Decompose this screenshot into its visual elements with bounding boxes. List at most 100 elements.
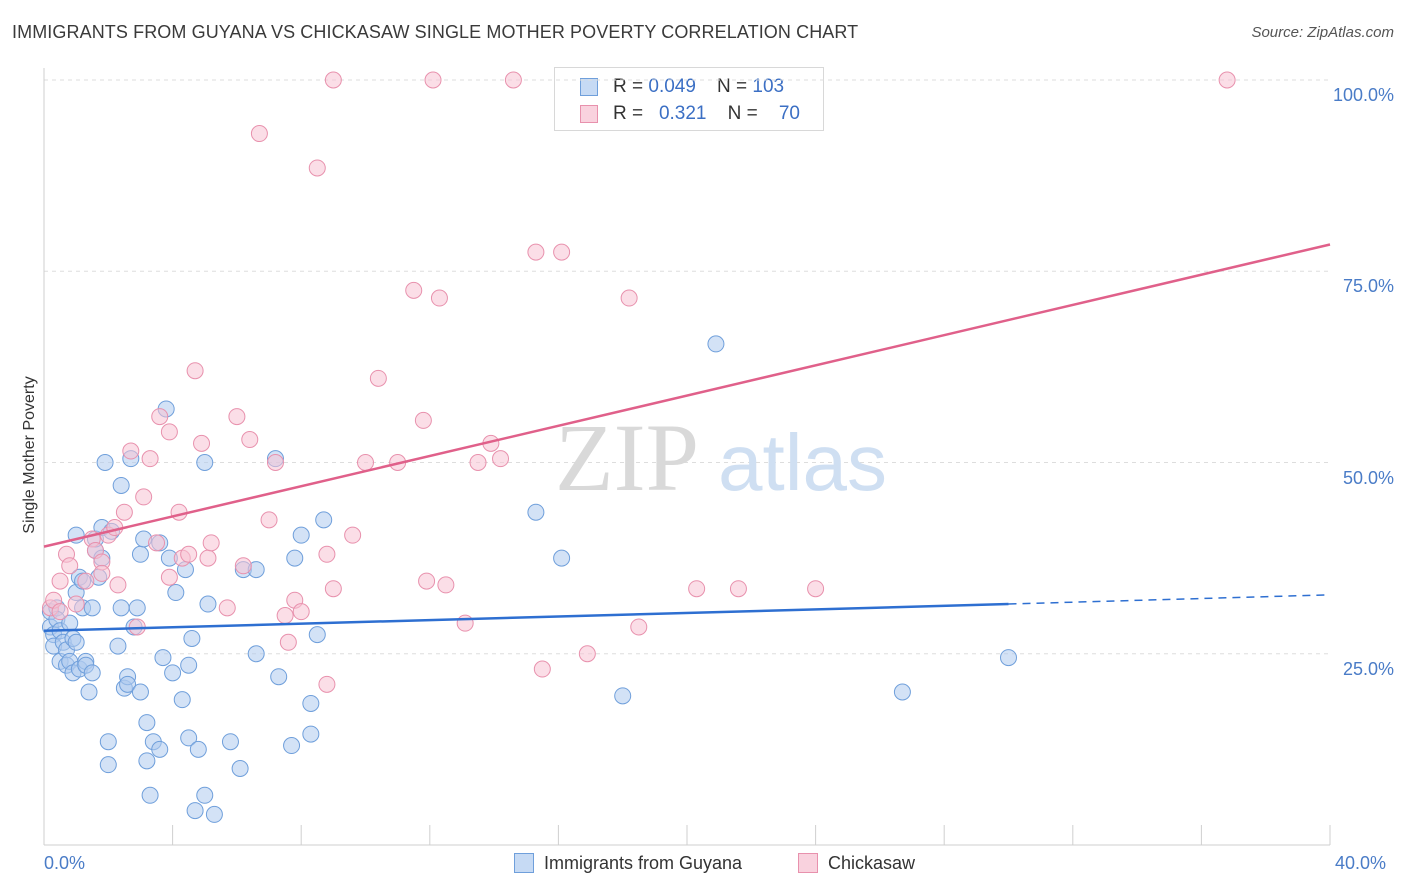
guyana-point: [302, 694, 320, 712]
chickasaw-point: [424, 71, 442, 89]
guyana-point: [112, 599, 130, 617]
legend-swatch-pink: [580, 105, 598, 123]
legend-r-label: R =: [613, 103, 649, 124]
chickasaw-point: [578, 645, 596, 663]
chickasaw-point: [437, 576, 455, 594]
chickasaw-point: [115, 503, 133, 521]
chickasaw-point: [276, 607, 294, 624]
gridlines: [44, 79, 1330, 655]
guyana-point: [221, 733, 239, 751]
chickasaw-point: [260, 511, 278, 529]
bottom-legend-label: Immigrants from Guyana: [544, 853, 743, 873]
chickasaw-point: [160, 568, 178, 586]
guyana-point: [99, 756, 117, 774]
chickasaw-point: [160, 423, 178, 441]
guyana-point: [205, 805, 223, 823]
guyana-point: [292, 526, 310, 544]
legend-n-label: N =: [717, 76, 753, 97]
chickasaw-point: [241, 431, 259, 449]
chickasaw-point: [186, 362, 204, 380]
chickasaw-point: [318, 675, 336, 693]
chickasaw-point: [218, 599, 236, 617]
chickasaw-point: [533, 660, 551, 678]
series-guyana-points: [41, 335, 1017, 823]
chickasaw-point: [405, 281, 423, 299]
chickasaw-point: [109, 576, 127, 594]
guyana-point: [99, 733, 117, 751]
guyana-point: [151, 740, 169, 758]
guyana-point: [80, 683, 98, 701]
chickasaw-point: [202, 534, 220, 552]
guyana-point: [83, 664, 101, 682]
chickasaw-point: [492, 450, 510, 468]
guyana-point: [180, 729, 198, 747]
guyana-point: [893, 683, 911, 701]
bottom-legend-guyana: Immigrants from Guyana: [514, 853, 742, 874]
guyana-point: [553, 549, 571, 567]
guyana-point: [131, 683, 149, 701]
chickasaw-trend-line: [43, 243, 1331, 548]
chickasaw-point: [418, 572, 436, 590]
chickasaw-point: [199, 549, 217, 567]
chickasaw-point: [688, 580, 706, 598]
chickasaw-point: [151, 408, 169, 426]
guyana-point: [138, 752, 156, 770]
chickasaw-point: [630, 618, 648, 636]
guyana-point: [154, 649, 172, 667]
chickasaw-point: [93, 564, 111, 582]
chart-title: IMMIGRANTS FROM GUYANA VS CHICKASAW SING…: [12, 22, 859, 42]
guyana-point: [196, 454, 214, 471]
chickasaw-point: [807, 580, 825, 598]
x-tick-label-min: 0.0%: [44, 853, 86, 873]
guyana-point: [96, 454, 114, 471]
chickasaw-point: [729, 580, 747, 598]
guyana-point: [128, 599, 146, 617]
guyana-point: [83, 599, 101, 617]
guyana-point: [189, 740, 207, 758]
chickasaw-point: [170, 503, 188, 521]
correlation-legend: R = 0.049 N = 103 R = 0.321 N = 70: [554, 67, 824, 131]
guyana-point: [186, 802, 204, 820]
chickasaw-point: [318, 545, 336, 563]
chickasaw-point: [193, 434, 211, 452]
guyana-trend-line: [43, 602, 1009, 633]
chickasaw-point: [357, 454, 374, 471]
guyana-point: [614, 687, 632, 705]
bottom-legend-swatch-blue: [514, 853, 534, 873]
guyana-point: [1000, 649, 1017, 667]
chickasaw-point: [67, 595, 85, 613]
chickasaw-point: [61, 557, 79, 575]
y-tick-label: 50.0%: [1342, 467, 1394, 488]
x-tick-label-max: 40.0%: [1335, 853, 1387, 873]
watermark-zip: ZIP: [555, 404, 699, 511]
chickasaw-point: [344, 526, 362, 544]
guyana-point: [283, 737, 301, 755]
guyana-point: [164, 664, 182, 682]
chickasaw-point: [250, 125, 268, 143]
guyana-point: [119, 675, 137, 693]
guyana-point: [173, 691, 191, 709]
chickasaw-point: [135, 488, 153, 506]
guyana-point: [286, 549, 304, 567]
guyana-point: [138, 714, 156, 732]
bottom-legend-label: Chickasaw: [828, 853, 916, 873]
chickasaw-point: [527, 243, 545, 261]
bottom-legend-chickasaw: Chickasaw: [798, 853, 915, 874]
guyana-point: [247, 645, 265, 663]
legend-r-value: 0.321: [658, 103, 707, 124]
chickasaw-point: [324, 580, 342, 598]
chickasaw-point: [308, 159, 326, 177]
guyana-point: [141, 786, 159, 804]
series-chickasaw-points: [41, 71, 1236, 693]
chickasaw-point: [279, 633, 297, 651]
legend-r-value: 0.049: [648, 76, 696, 97]
chickasaw-point: [77, 572, 95, 590]
chickasaw-point: [456, 614, 474, 632]
chickasaw-point: [430, 289, 448, 307]
guyana-point: [131, 545, 149, 563]
legend-swatch-blue: [580, 78, 598, 96]
guyana-point: [270, 668, 288, 686]
chickasaw-point: [51, 572, 69, 590]
chickasaw-point: [504, 71, 522, 89]
guyana-point: [199, 595, 217, 613]
